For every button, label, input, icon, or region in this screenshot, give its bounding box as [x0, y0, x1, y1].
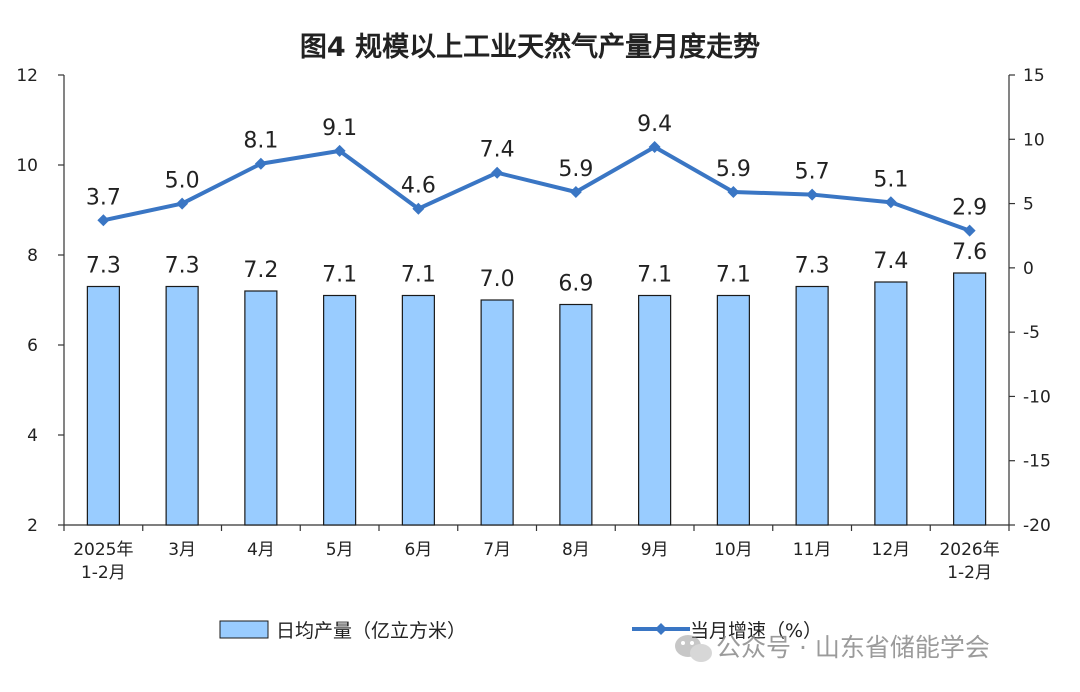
- y-right-tick-label: 15: [1023, 66, 1045, 86]
- x-tick-label: 9月: [641, 540, 669, 560]
- x-tick-label: 5月: [326, 540, 354, 560]
- y-right-tick-label: -15: [1023, 452, 1051, 472]
- y-right-tick-label: -5: [1023, 323, 1040, 343]
- line-data-label: 5.0: [165, 169, 200, 194]
- chart-title: 图4 规模以上工业天然气产量月度走势: [300, 31, 760, 63]
- watermark-text: 公众号 · 山东省储能学会: [716, 633, 990, 662]
- line-point: [648, 141, 661, 153]
- legend-label-line: 当月增速（%）: [690, 620, 822, 642]
- bar: [795, 285, 829, 526]
- line-point: [412, 202, 425, 215]
- x-tick-label: 12月: [872, 540, 911, 560]
- legend-swatch-bar: [219, 620, 269, 639]
- x-tick-label: 10月: [714, 540, 753, 560]
- line-point: [254, 157, 267, 170]
- bar-data-label: 7.1: [322, 263, 357, 288]
- x-tick-label: 4月: [247, 540, 275, 560]
- bar-data-label: 6.9: [558, 272, 593, 297]
- x-tick-label: 11月: [793, 540, 832, 560]
- data-labels: 7.3 7.3 7.2 7.1 7.1 7.0 6.9 7.1 7.1 7.3 7.4 7.6 3.7 5…: [86, 112, 987, 297]
- y-left-tick-label: 6: [27, 336, 38, 356]
- bar-data-label: 7.3: [165, 254, 200, 279]
- bar: [953, 272, 987, 526]
- line-data-label: 5.7: [795, 160, 830, 185]
- y-right-tick-label: -20: [1023, 516, 1051, 536]
- line-data-label: 5.1: [873, 167, 908, 192]
- y-right-tick-label: 0: [1023, 259, 1034, 279]
- y-right-tick-label: 10: [1023, 130, 1045, 150]
- y-left-tick-label: 12: [16, 66, 38, 86]
- bar-data-label: 7.1: [716, 263, 751, 288]
- bar: [323, 294, 357, 526]
- line-data-label: 7.4: [480, 138, 515, 163]
- line-data-label: 5.9: [716, 157, 751, 182]
- bar: [716, 294, 750, 526]
- y-left-tick-label: 10: [16, 156, 38, 176]
- line-point: [727, 186, 740, 198]
- legend: 日均产量（亿立方米） 当月增速（%）: [219, 620, 822, 642]
- bar-data-label: 7.2: [243, 258, 278, 283]
- x-tick-label: 6月: [404, 540, 432, 560]
- y-right-tick-label: -10: [1023, 387, 1051, 407]
- line-point: [963, 224, 976, 237]
- line-data-label: 8.1: [243, 129, 278, 154]
- bar: [874, 281, 908, 526]
- line-point: [176, 197, 189, 210]
- y-left-tick-label: 4: [27, 426, 38, 446]
- watermark: 公众号 · 山东省储能学会: [675, 633, 990, 662]
- bar-data-label: 7.3: [795, 254, 830, 279]
- bar: [244, 290, 278, 526]
- line-data-label: 5.9: [558, 157, 593, 182]
- bar: [638, 294, 672, 526]
- line-data-label: 4.6: [401, 174, 436, 199]
- bar-data-label: 7.6: [952, 240, 987, 265]
- line-point: [491, 166, 504, 179]
- line-data-label: 9.4: [637, 112, 672, 137]
- bar-data-label: 7.1: [637, 263, 672, 288]
- x-tick-label: 7月: [483, 540, 511, 560]
- line-series: [97, 141, 976, 237]
- legend-label-bar: 日均产量（亿立方米）: [276, 620, 466, 642]
- x-tick-label: 8月: [562, 540, 590, 560]
- x-tick-label: 2025年 1-2月: [73, 540, 133, 583]
- bar-data-label: 7.0: [480, 267, 515, 292]
- legend-swatch-marker: [655, 623, 667, 635]
- bar: [480, 299, 514, 526]
- bar: [86, 285, 120, 526]
- bar: [401, 294, 435, 526]
- x-tick-label: 3月: [168, 540, 196, 560]
- wechat-icon: [675, 635, 712, 662]
- y-left-tick-label: 8: [27, 246, 38, 266]
- y-left-tick-label: 2: [27, 516, 38, 536]
- line-data-label: 2.9: [952, 196, 987, 221]
- line-point: [569, 186, 582, 198]
- axes: 2 4 6 8 10 12 -20 -15 -10 -5 0 5 10 15 2025年 1-2月 3月 4月 5月…: [16, 66, 1050, 583]
- y-right-tick-label: 5: [1023, 195, 1034, 215]
- line-point: [884, 196, 897, 209]
- bar-data-label: 7.4: [873, 249, 908, 274]
- series-line: [102, 145, 971, 233]
- line-data-label: 3.7: [86, 185, 121, 210]
- bar-data-label: 7.3: [86, 254, 121, 279]
- line-point: [806, 188, 819, 201]
- bar: [559, 303, 593, 526]
- line-point: [97, 214, 110, 227]
- bar: [165, 285, 199, 526]
- bar-data-label: 7.1: [401, 263, 436, 288]
- line-data-label: 9.1: [322, 116, 357, 141]
- x-tick-label: 2026年 1-2月: [939, 540, 999, 583]
- bar-series: [86, 272, 987, 526]
- line-point: [333, 144, 346, 157]
